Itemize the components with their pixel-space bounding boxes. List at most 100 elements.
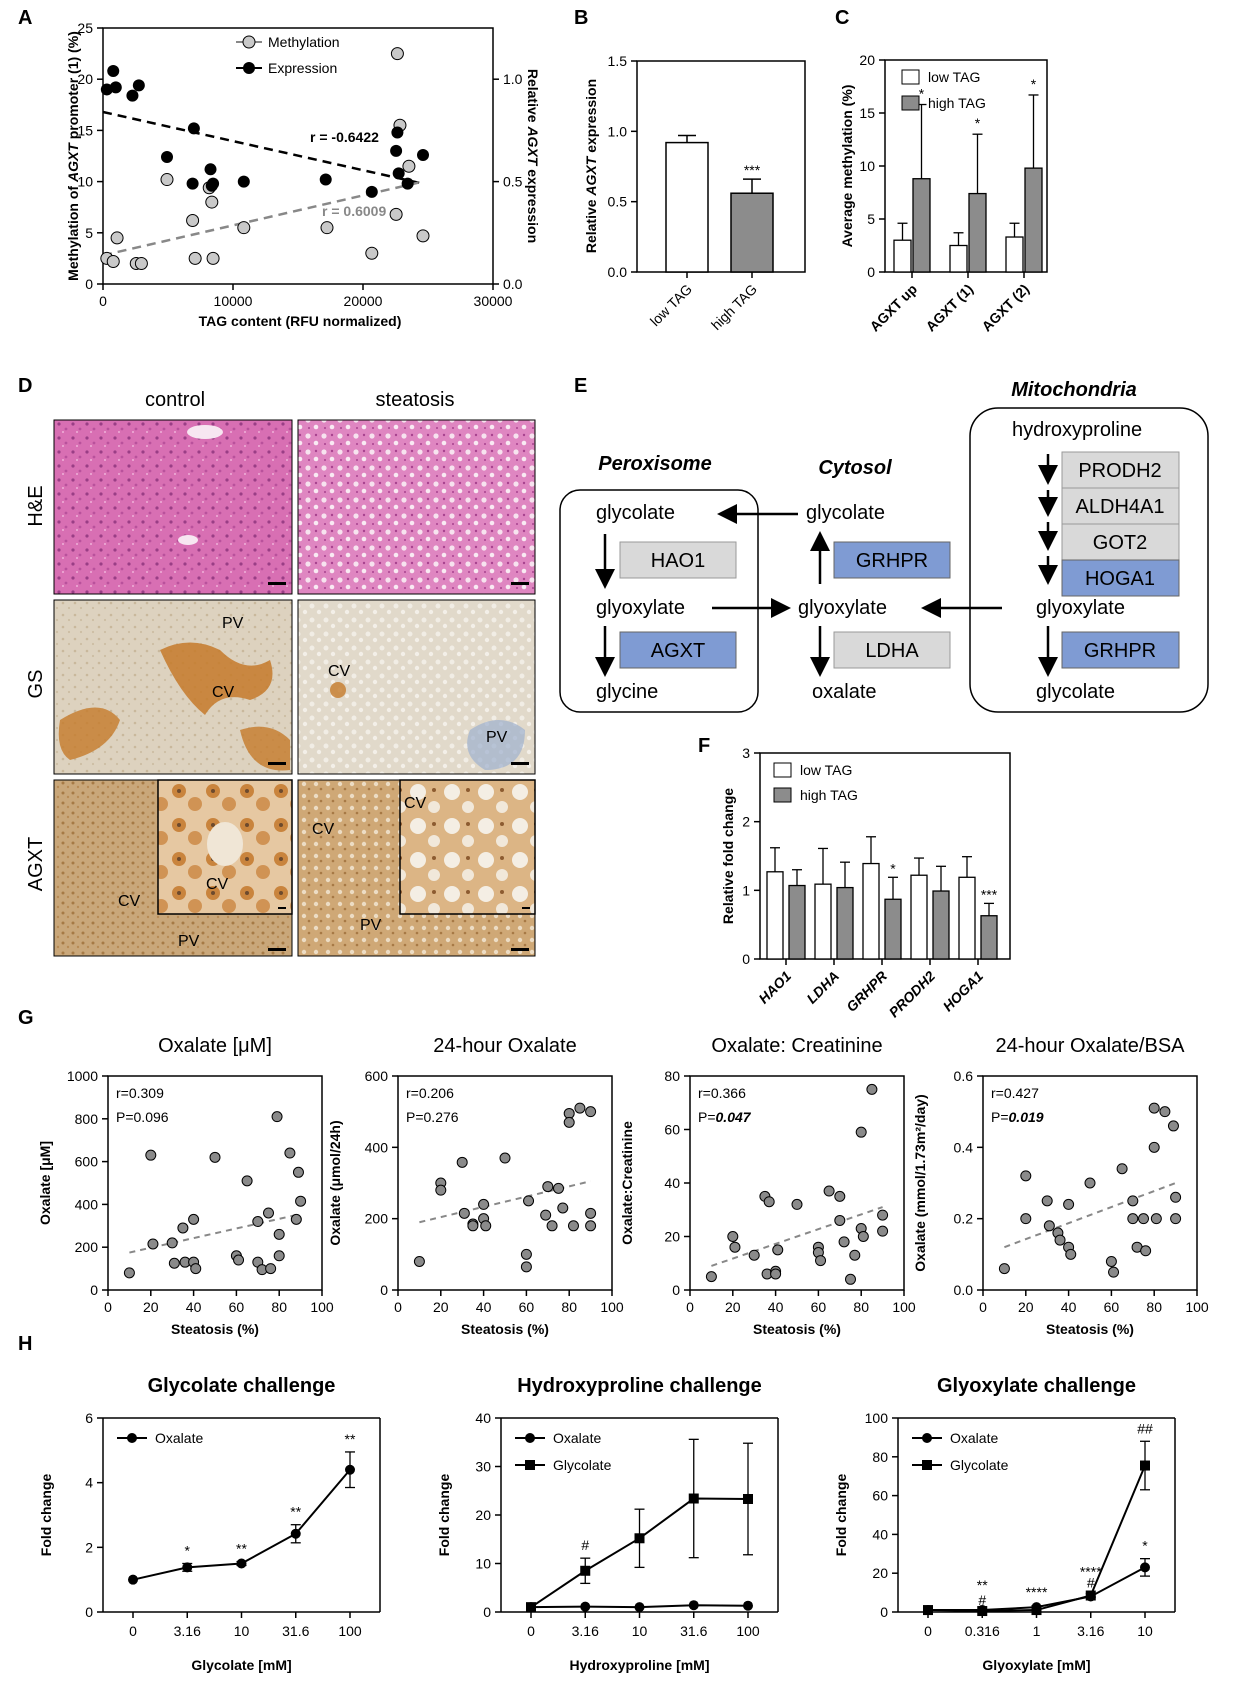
point-expression — [365, 185, 378, 198]
x-tick-label: PRODH2 — [886, 968, 939, 1021]
x-tick-label: high TAG — [708, 281, 760, 333]
y-tick-label: 10 — [475, 1556, 491, 1572]
data-point — [284, 1147, 296, 1159]
data-point — [252, 1216, 264, 1228]
p-value-prefix: P= — [991, 1109, 1009, 1125]
plot-title: Glycolate challenge — [148, 1375, 336, 1397]
svg-text:AGXT: AGXT — [651, 640, 705, 662]
plot-title: 24-hour Oxalate/BSA — [996, 1035, 1186, 1057]
data-point — [147, 1238, 159, 1250]
x-tick-label: 1 — [1033, 1623, 1041, 1639]
y-tick-label: 400 — [75, 1196, 99, 1212]
data-point — [1159, 1106, 1171, 1118]
y-tick-label: 20 — [664, 1229, 680, 1245]
y-axis-label: Oxalate (μmol/24h) — [327, 1120, 343, 1245]
bar — [949, 244, 968, 273]
p-value: P=0.019 — [991, 1109, 1044, 1125]
y-tick-label: 0.0 — [954, 1282, 974, 1298]
legend-marker — [525, 1433, 535, 1443]
plot-frame-a — [102, 27, 494, 285]
point-expression — [204, 163, 217, 176]
enzyme-grhpr — [1061, 631, 1180, 669]
x-tick-label: AGXT up — [866, 281, 920, 335]
data-point — [1054, 1234, 1066, 1246]
data-point — [290, 1528, 301, 1539]
data-point — [1127, 1213, 1139, 1225]
x-tick-label: 60 — [811, 1299, 827, 1315]
y-tick-label: 0 — [85, 276, 93, 292]
point-expression — [126, 89, 139, 102]
plot-frame-b — [636, 60, 806, 273]
data-point — [705, 1271, 717, 1283]
point-methylation — [188, 251, 202, 265]
fit-line — [1004, 1182, 1176, 1249]
x-tick-label: 60 — [229, 1299, 245, 1315]
plot-title: Oxalate [μM] — [158, 1035, 272, 1057]
p-value-prefix: P= — [406, 1109, 424, 1125]
scale-bar — [511, 582, 529, 585]
panel-d: D control steatosis H&E GS AGXT PV CV CV… — [18, 375, 536, 957]
y-tick-label: 30 — [475, 1459, 491, 1475]
y-tick-label: 200 — [365, 1211, 389, 1227]
metabolite-glycolate: glycolate — [596, 502, 675, 524]
data-point — [585, 1106, 597, 1118]
data-point — [1127, 1195, 1139, 1207]
significance-marker: # — [978, 1592, 986, 1608]
x-tick-label: HAO1 — [755, 968, 794, 1007]
data-point — [845, 1273, 856, 1285]
data-point — [182, 1562, 193, 1573]
point-expression — [319, 173, 332, 186]
bar — [932, 890, 950, 960]
x-tick-label: 0 — [99, 293, 107, 309]
data-point — [435, 1184, 447, 1196]
metabolite-glyoxylate: glyoxylate — [1036, 597, 1125, 619]
panel-label-f: F — [698, 735, 710, 757]
data-point — [634, 1533, 645, 1544]
x-tick-label: 3.16 — [572, 1623, 599, 1639]
data-point — [1148, 1102, 1160, 1114]
y-axis-label: Fold change — [436, 1474, 452, 1557]
correlation-r: r=0.427 — [991, 1085, 1039, 1101]
point-expression — [187, 122, 200, 135]
y-tick-label: 0.2 — [954, 1211, 974, 1227]
data-point — [585, 1220, 597, 1232]
line-plots-h: Glycolate challenge 0 2 4 6 Fold change 0 3.16 1… — [38, 1375, 1176, 1673]
data-point — [1105, 1255, 1117, 1267]
x-tick-label: 100 — [338, 1623, 362, 1639]
y-tick-label: 0 — [85, 1604, 93, 1620]
data-point — [233, 1254, 245, 1266]
data-point — [1116, 1163, 1128, 1175]
significance-marker: **** — [1080, 1563, 1102, 1579]
peroxisome-compartment — [559, 489, 759, 713]
legend-marker — [525, 1460, 535, 1470]
y-tick-label: 1 — [742, 882, 750, 898]
point-expression — [161, 151, 173, 164]
x-axis-label: Steatosis (%) — [1046, 1321, 1134, 1337]
metabolite-hydroxyproline: hydroxyproline — [1012, 419, 1142, 441]
x-tick-label: 80 — [1146, 1299, 1162, 1315]
x-tick-label: 100 — [892, 1299, 916, 1315]
y-axis-label-a-left: Methylation of AGXT promoter (1) (%) — [65, 31, 81, 281]
point-methylation — [110, 231, 124, 245]
point-methylation — [186, 214, 200, 228]
significance-marker: * — [185, 1543, 191, 1559]
p-value: P=0.096 — [116, 1109, 169, 1125]
r-expression: r = -0.6422 — [310, 129, 379, 145]
data-point — [763, 1196, 775, 1208]
row-label-gs: GS — [25, 670, 47, 699]
x-tick-label: LDHA — [803, 968, 842, 1007]
point-expression — [237, 175, 250, 188]
data-point — [480, 1220, 492, 1232]
data-point — [849, 1249, 861, 1261]
scale-bar — [278, 907, 286, 909]
data-point — [166, 1237, 178, 1249]
y-tick-label: 0.5 — [608, 194, 628, 210]
metabolite-glyoxylate: glyoxylate — [596, 597, 685, 619]
y-tick-label: 1000 — [67, 1068, 98, 1084]
data-point — [923, 1605, 933, 1616]
legend-high-tag-c: high TAG — [928, 95, 986, 111]
y-tick-label: 2 — [85, 1539, 93, 1555]
scatter-plot-g1: Oxalate [μM] 0 200 400 600 800 1000 0 20 40 60 80 10… — [37, 1035, 334, 1337]
panel-label-a: A — [18, 7, 32, 29]
y-tick-label: 40 — [872, 1526, 888, 1542]
